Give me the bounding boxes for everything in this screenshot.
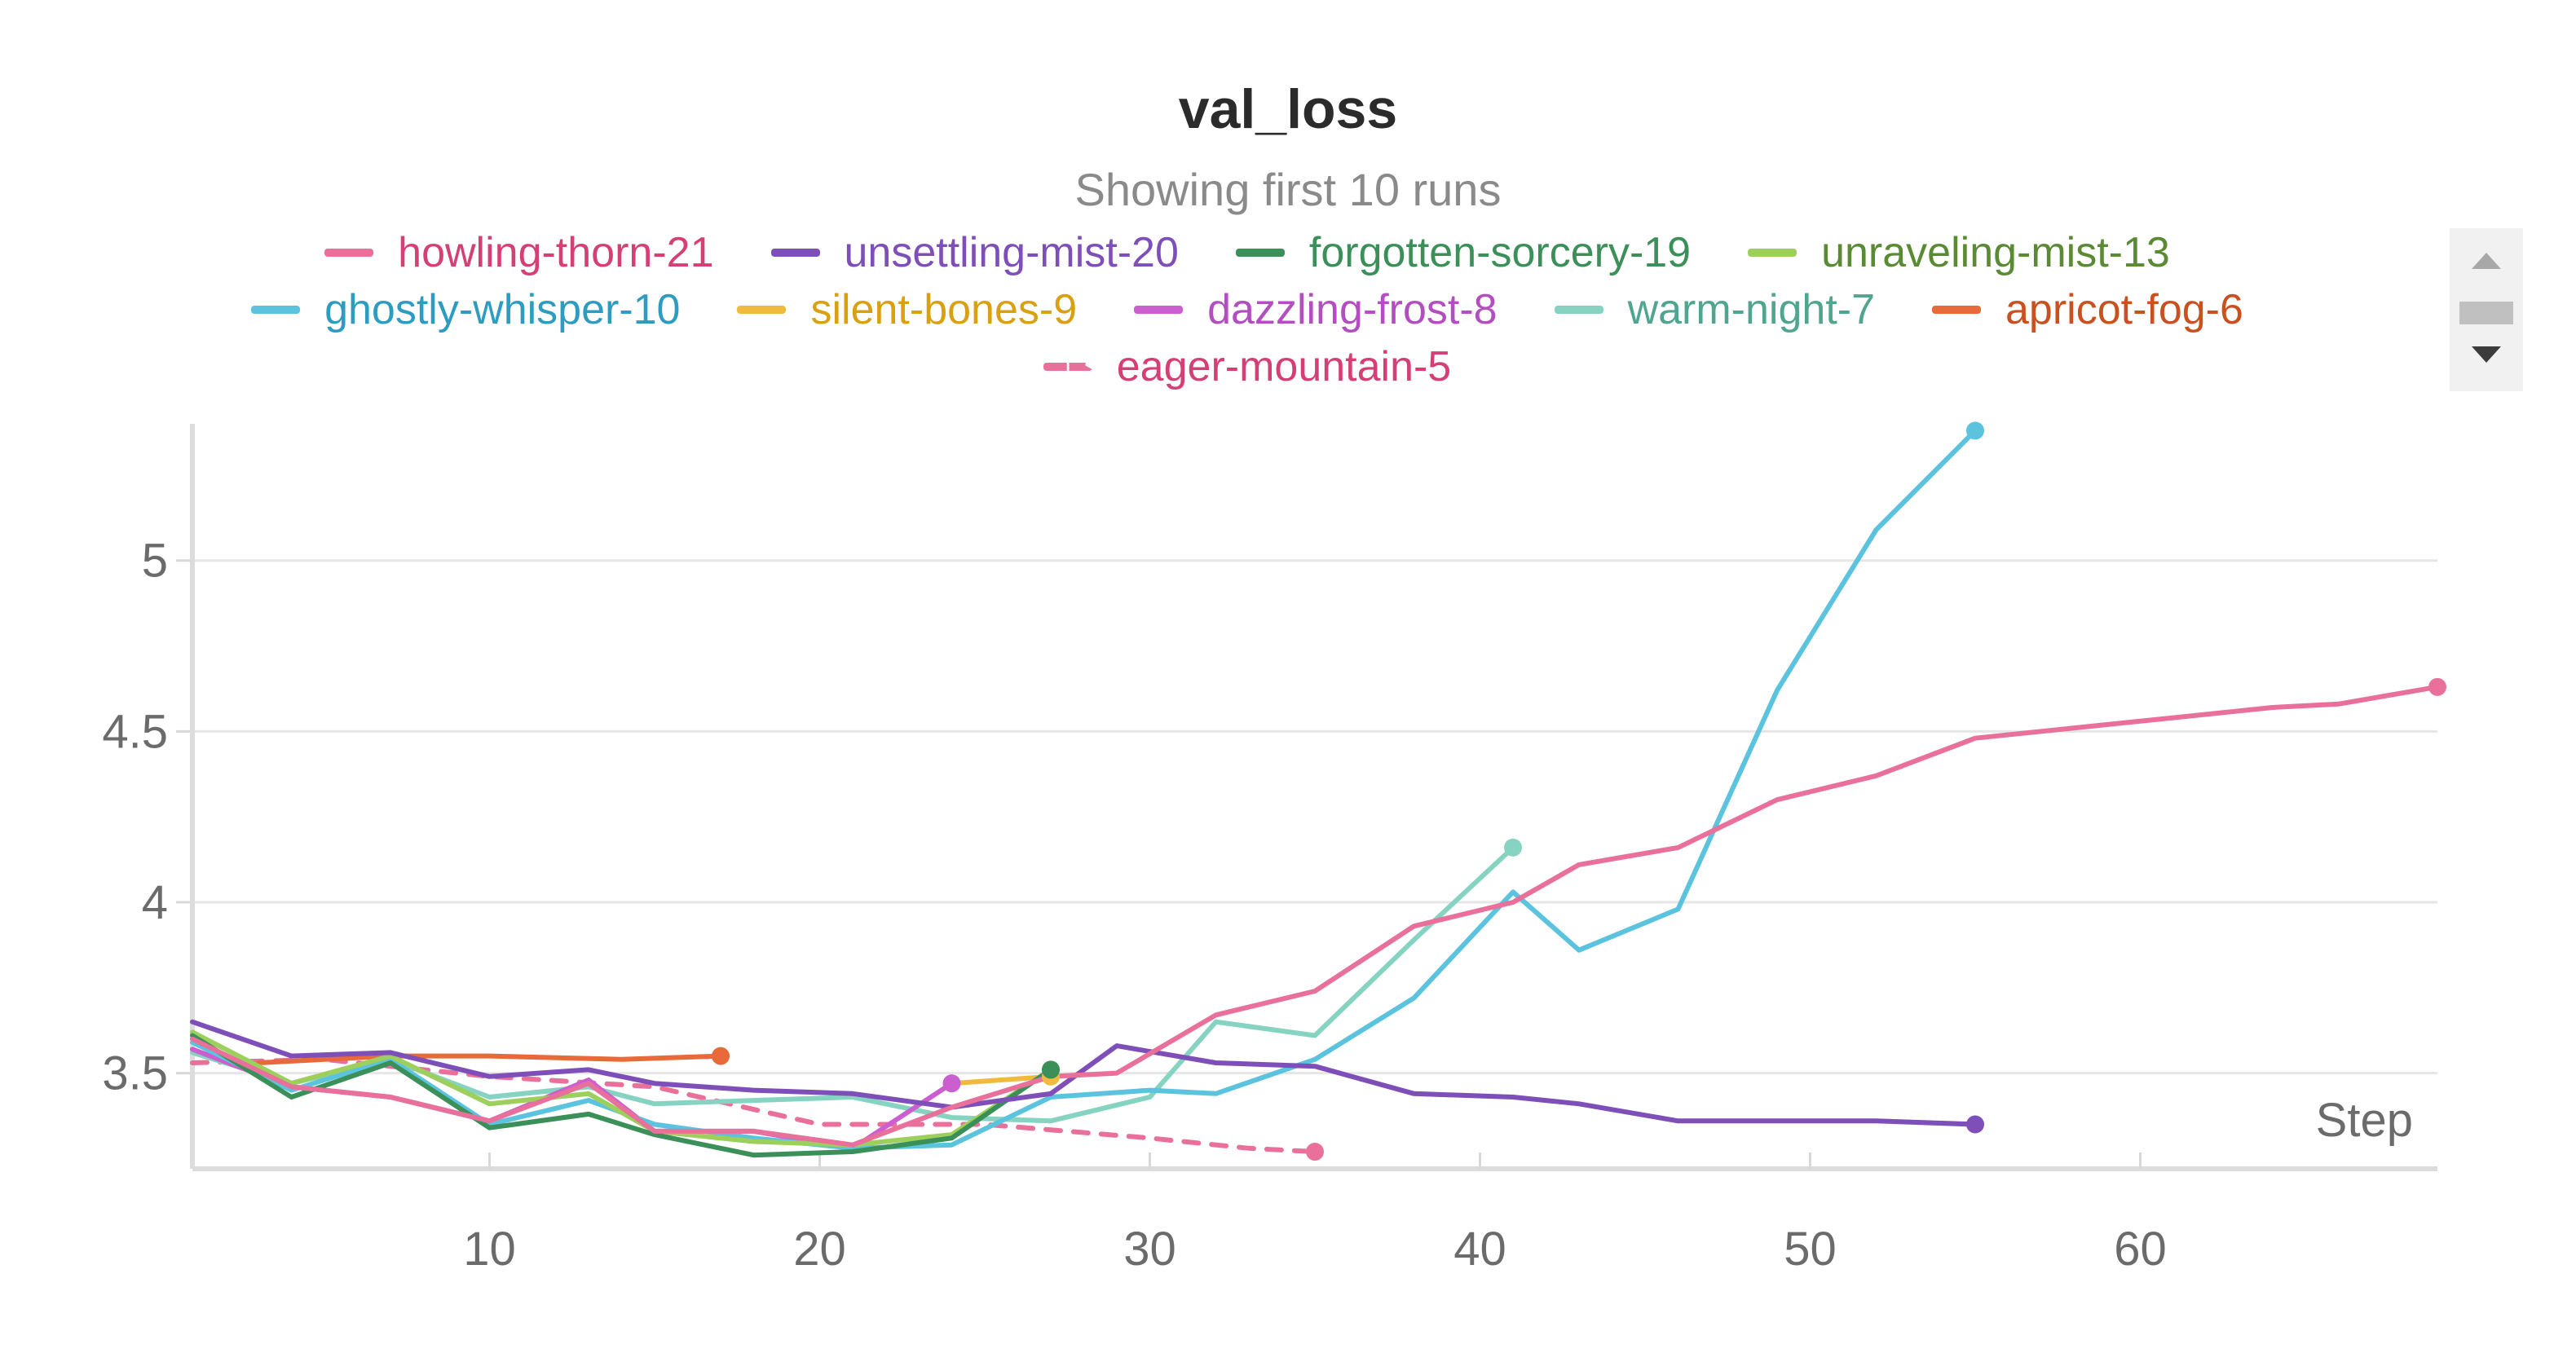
series-line [256,1053,723,1065]
legend-swatch [1043,363,1092,371]
x-tick-label: 20 [793,1223,846,1276]
legend-label: eager-mountain-5 [1116,343,1452,390]
legend-item[interactable]: apricot-fog-6 [1932,285,2243,334]
x-tick-label: 10 [463,1223,516,1276]
legend-label: unraveling-mist-13 [1821,229,2170,276]
y-tick-label: 4.5 [102,705,168,758]
legend-swatch [1554,306,1603,314]
legend-scrollbar[interactable] [2450,228,2523,391]
legend-label: forgotten-sorcery-19 [1308,229,1692,276]
legend-item[interactable]: warm-night-7 [1554,285,1875,334]
legend-item[interactable]: unraveling-mist-13 [1748,228,2170,277]
legend-label: howling-thorn-21 [398,229,714,276]
legend-swatch [1748,249,1797,257]
x-tick-label: 40 [1453,1223,1506,1276]
legend-swatch [1932,306,1981,314]
legend-swatch [1235,249,1285,257]
series-line [190,428,1978,1151]
legend-label: warm-night-7 [1627,286,1875,333]
legend-item[interactable]: silent-bones-9 [737,285,1077,334]
legend-swatch [737,306,787,314]
scroll-thumb[interactable] [2459,302,2513,324]
legend-label: dazzling-frost-8 [1207,286,1498,333]
legend-item[interactable]: eager-mountain-5 [1043,342,1451,391]
legend-item[interactable]: forgotten-sorcery-19 [1235,228,1692,277]
legend-swatch [1134,306,1184,314]
series-end-point [1504,838,1522,857]
legend-item[interactable]: dazzling-frost-8 [1134,285,1498,334]
series-line [190,1019,1978,1127]
y-tick-label: 4 [142,876,168,929]
legend-swatch [324,249,374,257]
series-line [190,684,2440,1148]
legend-label: unsettling-mist-20 [844,229,1179,276]
series-line [190,1033,1053,1158]
x-tick-label: 30 [1123,1223,1176,1276]
x-tick-label: 60 [2114,1223,2167,1276]
caret-up-icon[interactable] [2472,253,2501,269]
legend-swatch [251,306,301,314]
chart-subtitle: Showing first 10 runs [1074,164,1502,215]
series-end-point [942,1074,961,1093]
series-end-point [1966,1115,1984,1134]
y-tick-label: 3.5 [102,1047,168,1100]
legend-item[interactable]: howling-thorn-21 [324,228,714,277]
series-end-point [2428,677,2446,696]
legend-label: apricot-fog-6 [2005,286,2243,333]
series-end-point [712,1047,730,1065]
legend-swatch [770,249,820,257]
legend-item[interactable]: ghostly-whisper-10 [251,285,680,334]
series-end-point [1042,1060,1060,1079]
series-end-point [1966,421,1984,440]
x-tick-label: 50 [1784,1223,1837,1276]
series-line [190,844,1515,1124]
legend-row: ghostly-whisper-10 silent-bones-9 dazzling… [0,285,2494,334]
legend-label: ghostly-whisper-10 [324,286,681,333]
legend-item[interactable]: unsettling-mist-20 [770,228,1179,277]
series-line [190,1029,1053,1148]
y-tick-label: 5 [142,535,168,588]
chart-title: val_loss [1178,78,1398,140]
series-line [190,1056,1317,1154]
series-end-point [1306,1143,1324,1161]
legend-label: silent-bones-9 [810,286,1078,333]
caret-down-icon[interactable] [2472,346,2501,363]
legend-row: eager-mountain-5 [0,342,2494,391]
legend-row: howling-thorn-21 unsettling-mist-20 forgot… [0,228,2494,277]
x-axis-label: Step [2316,1094,2413,1147]
